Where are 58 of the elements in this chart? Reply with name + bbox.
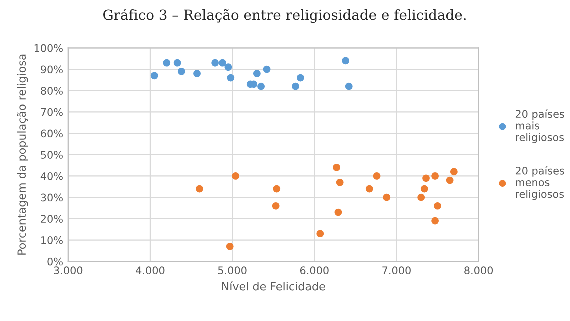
point (196, 185, 204, 193)
legend-label: 20 países mais religiosos (516, 110, 564, 144)
point (366, 185, 374, 193)
point (297, 74, 304, 82)
point (434, 202, 442, 210)
point (336, 178, 344, 186)
point (345, 82, 353, 90)
point (373, 172, 381, 180)
y-tick-label: 40% (40, 172, 63, 180)
point (432, 217, 439, 225)
point (422, 174, 430, 182)
point (163, 59, 171, 67)
point (272, 202, 280, 210)
y-tick-label: 10% (42, 236, 63, 244)
x-tick-label: 3.000 (54, 266, 83, 275)
point (450, 168, 458, 176)
point (212, 59, 219, 67)
y-tick-label: 70% (41, 108, 63, 116)
y-tick-label: 60% (41, 130, 63, 138)
point (226, 243, 234, 250)
y-tick-label: 90% (41, 66, 63, 74)
point (432, 172, 439, 180)
point (273, 185, 281, 193)
point (254, 70, 261, 78)
y-tick-label: 30% (41, 194, 63, 202)
chart-title: Gráfico 3 – Relação entre religiosidade e felicidade. (104, 8, 466, 24)
point (194, 70, 201, 78)
legend-label: 20 países menos religiosos (516, 166, 564, 200)
point (227, 74, 235, 82)
y-tick-label: 0% (48, 258, 63, 266)
point (174, 59, 182, 67)
point (446, 176, 454, 184)
point (219, 59, 226, 67)
point (224, 64, 232, 72)
point (263, 66, 271, 74)
y-axis-title: Porcentagem da população religiosa (17, 54, 28, 255)
x-tick-label: 4.000 (136, 266, 165, 275)
x-tick-label: 7.000 (382, 266, 411, 275)
x-tick-label: 8.000 (464, 266, 494, 275)
y-tick-label: 80% (41, 87, 63, 95)
point (420, 185, 428, 193)
point (418, 194, 426, 202)
point (383, 194, 391, 202)
x-tick-label: 5.000 (218, 266, 247, 275)
point (333, 164, 340, 172)
point (342, 57, 350, 65)
x-tick-label: 6.000 (300, 266, 329, 275)
x-axis-title: Nível de Felicidade (222, 282, 326, 291)
point (334, 208, 342, 216)
point (150, 72, 158, 80)
point (258, 82, 265, 90)
y-tick-label: 100% (34, 44, 63, 52)
y-tick-label: 50% (41, 151, 63, 159)
point (178, 68, 186, 76)
point (232, 172, 240, 180)
point (292, 82, 300, 90)
point (316, 230, 324, 238)
y-tick-label: 20% (41, 215, 63, 224)
